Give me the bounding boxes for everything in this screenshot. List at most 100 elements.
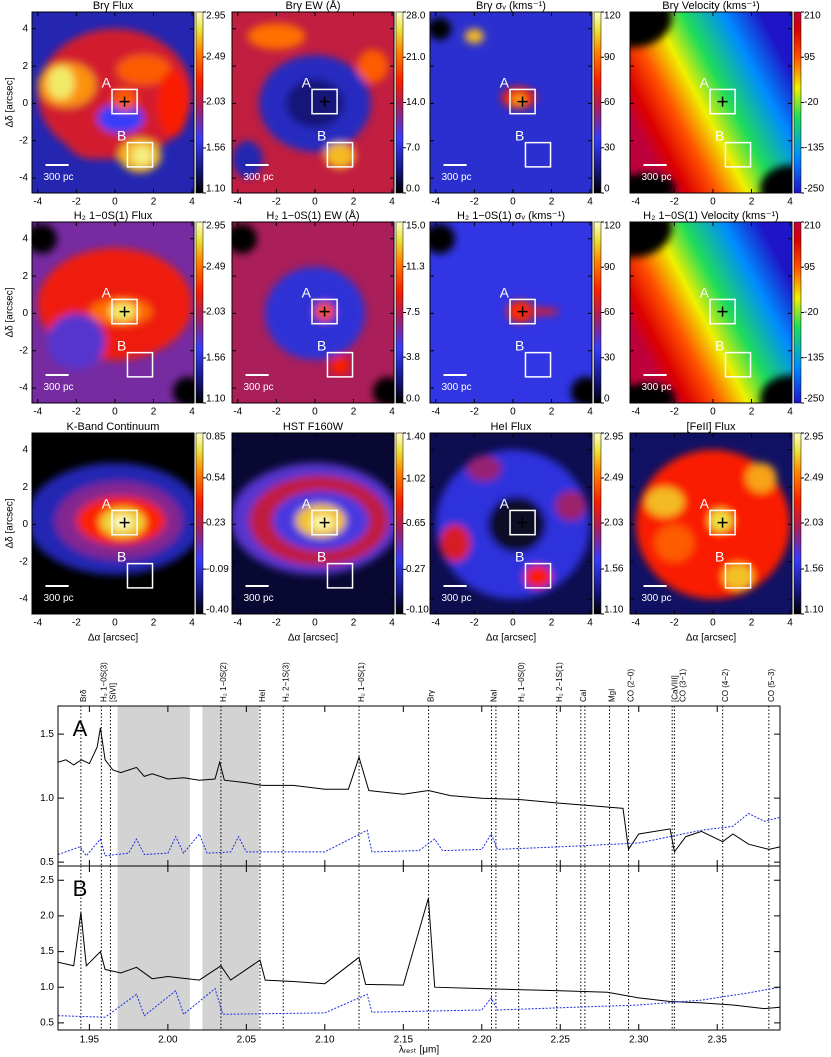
colorbar — [195, 11, 204, 194]
aperture-box — [709, 88, 736, 115]
x-tick-label: -4 — [233, 407, 242, 418]
aperture-box — [311, 509, 338, 536]
aperture-label: B — [317, 128, 326, 144]
aperture-label: A — [302, 285, 312, 301]
nucleus-cross — [319, 517, 330, 528]
nucleus-cross — [319, 306, 330, 317]
scale-bar-label: 300 pc — [44, 382, 74, 393]
colorbar-tick-label: 2.95 — [206, 11, 226, 22]
x-tick-label: 2.15 — [394, 1035, 414, 1046]
map-blob — [264, 266, 366, 361]
y-tick-label: 2 — [22, 482, 28, 493]
aperture-box — [326, 141, 354, 168]
nucleus-cross — [119, 96, 130, 107]
colorbar-tick-label: 2.03 — [206, 307, 226, 318]
map-blob — [157, 69, 189, 138]
colorbar-tick-label: 2.95 — [206, 221, 226, 232]
x-tick-label: 0 — [112, 197, 118, 208]
map-blob — [466, 455, 502, 482]
y-tick-label: 4 — [22, 233, 28, 244]
map-structure — [32, 223, 194, 403]
x-tick-label: 2 — [749, 197, 755, 208]
nucleus-cross — [517, 517, 528, 528]
map-frame — [429, 432, 593, 615]
panel-title: H₂ 1−0S(1) Velocity (kms⁻¹) — [643, 210, 779, 222]
colorbar-tick-label: 28.0 — [406, 11, 426, 22]
x-axis-label: Δα [arcsec] — [686, 633, 736, 644]
map-blob — [116, 54, 171, 85]
map-blob — [232, 140, 263, 179]
panel-title: Brγ EW (Å) — [286, 0, 341, 12]
aperture-label: A — [102, 75, 112, 91]
x-tick-label: -4 — [233, 197, 242, 208]
x-tick-label: -2 — [72, 407, 81, 418]
x-tick-label: -4 — [233, 618, 242, 629]
colorbar-tick-label: 0.23 — [206, 517, 226, 528]
map-panel: A B 300 pc Brγ σᵥ (kms⁻¹) -4 -2 0 2 4 120 90 60 30 0 — [429, 0, 621, 208]
aperture-box — [509, 509, 536, 536]
map-background — [630, 12, 792, 193]
colorbar-tick-label: -250 — [804, 184, 824, 195]
map-image — [32, 433, 194, 614]
map-image — [430, 12, 592, 193]
y-tick-label: 4 — [22, 23, 28, 34]
map-blob — [357, 49, 389, 83]
colorbar-tick-label: 0.54 — [206, 473, 226, 484]
map-frame — [231, 221, 395, 404]
x-tick-label: 2.00 — [158, 1035, 178, 1046]
x-tick-label: 0 — [312, 407, 318, 418]
map-blob — [439, 524, 471, 562]
x-tick-label: 4 — [189, 197, 195, 208]
aperture-label: A — [500, 285, 510, 301]
colorbar-tick-label: 0.65 — [406, 518, 426, 529]
panel-label: A — [73, 716, 88, 741]
x-tick-label: 4 — [389, 407, 395, 418]
map-image — [430, 222, 592, 403]
map-blob — [464, 28, 484, 44]
colorbar-tick-label: 1.40 — [406, 432, 426, 443]
colorbar-tick-label: 2.03 — [604, 518, 624, 529]
aperture-box — [509, 298, 536, 325]
colorbar-tick-label: 0.0 — [406, 184, 420, 195]
x-tick-label: 4 — [787, 197, 793, 208]
map-frame — [629, 11, 793, 194]
x-tick-label: -4 — [431, 407, 440, 418]
line-label: MgI — [608, 689, 617, 702]
map-blob — [570, 376, 592, 403]
aperture-label: A — [700, 285, 710, 301]
map-image — [630, 222, 792, 403]
colorbar-tick-label: 120 — [604, 221, 621, 232]
colorbar-tick-label: 30 — [604, 142, 616, 153]
scale-bar-label: 300 pc — [442, 172, 472, 183]
y-tick-label: 1.5 — [40, 729, 54, 740]
line-label: CO (5−3) — [767, 669, 776, 702]
spectrum-panel — [58, 866, 780, 1030]
aperture-label: A — [700, 75, 710, 91]
aperture-box — [126, 141, 154, 168]
map-image — [630, 12, 792, 193]
x-axis-label: λᵣₑₛₜ [μm] — [399, 1045, 439, 1056]
colorbar — [593, 221, 602, 404]
map-structure — [232, 223, 394, 403]
map-structure — [32, 462, 194, 575]
aperture-label: B — [515, 549, 524, 565]
colorbar — [395, 11, 404, 194]
map-background — [630, 222, 792, 403]
map-image — [232, 222, 394, 403]
aperture-label: B — [117, 128, 126, 144]
aperture-box — [311, 88, 338, 115]
aperture-label: A — [102, 285, 112, 301]
colorbar-tick-label: 0.27 — [406, 564, 426, 575]
x-tick-label: -4 — [631, 407, 640, 418]
map-blob — [487, 496, 546, 553]
map-blob — [524, 307, 560, 316]
scale-bar-label: 300 pc — [44, 593, 74, 604]
x-tick-label: 4 — [389, 197, 395, 208]
x-tick-label: 0 — [112, 407, 118, 418]
scale-bar-label: 300 pc — [442, 593, 472, 604]
aperture-box — [524, 141, 552, 168]
x-tick-label: -2 — [670, 618, 679, 629]
spectrum-line — [58, 897, 780, 1010]
y-tick-label: 2.5 — [40, 875, 54, 886]
